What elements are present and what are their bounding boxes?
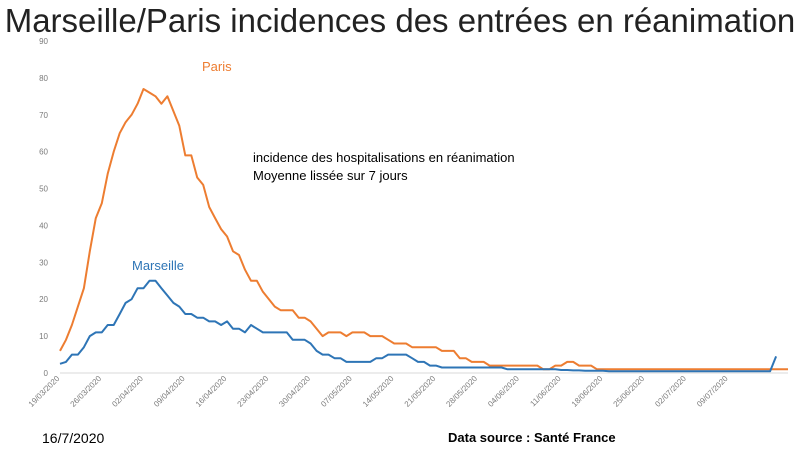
y-tick-label: 60 [39,148,48,157]
series-label-paris: Paris [202,59,232,74]
x-tick-label: 23/04/2020 [236,374,271,409]
x-tick-label: 18/06/2020 [570,374,605,409]
x-tick-label: 09/07/2020 [695,374,730,409]
y-tick-label: 20 [39,295,48,304]
y-tick-label: 90 [39,37,48,46]
y-tick-label: 80 [39,74,48,83]
x-tick-label: 19/03/2020 [27,374,62,409]
x-tick-label: 11/06/2020 [528,374,563,409]
x-tick-label: 02/04/2020 [110,374,145,409]
annotation-line-2: Moyenne lissée sur 7 jours [253,168,408,183]
x-tick-label: 16/04/2020 [194,374,229,409]
x-tick-label: 02/07/2020 [653,374,688,409]
chart-title: Marseille/Paris incidences des entrées e… [4,2,796,39]
y-tick-label: 10 [39,332,48,341]
series-label-marseille: Marseille [132,258,184,273]
series-line-marseille [59,279,778,373]
x-tick-label: 21/05/2020 [403,374,438,409]
y-tick-label: 30 [39,258,48,267]
series-layer [59,88,788,373]
y-tick-label: 50 [39,185,48,194]
x-tick-label: 26/03/2020 [69,374,104,409]
x-tick-label: 04/06/2020 [486,374,521,409]
x-tick-label: 14/05/2020 [361,374,396,409]
footer-date: 16/7/2020 [42,430,105,446]
annotation-line-1: incidence des hospitalisations en réanim… [253,150,515,165]
x-tick-label: 25/06/2020 [612,374,647,409]
x-tick-label: 09/04/2020 [152,374,187,409]
y-tick-label: 0 [44,369,49,378]
x-tick-label: 30/04/2020 [277,374,312,409]
x-tick-label: 07/05/2020 [319,374,354,409]
y-axis: 0 10 20 30 40 50 60 70 80 90 [39,37,48,378]
x-axis: 19/03/2020 26/03/2020 02/04/2020 09/04/2020… [27,372,788,409]
series-line-paris [59,88,788,371]
x-tick-label: 28/05/2020 [444,374,479,409]
footer-source: Data source : Santé France [448,430,616,445]
y-tick-label: 40 [39,221,48,230]
y-tick-label: 70 [39,111,48,120]
